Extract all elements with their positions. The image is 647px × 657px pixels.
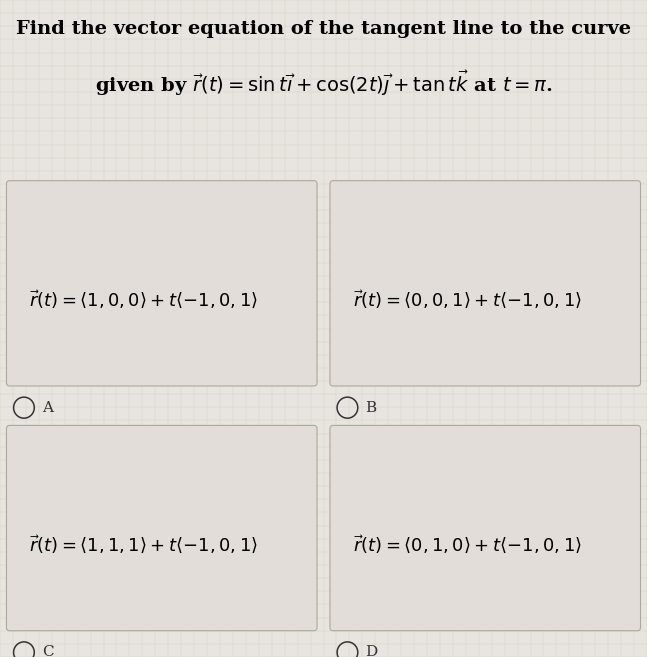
Text: A: A [42,401,53,415]
FancyBboxPatch shape [330,426,641,631]
Text: Find the vector equation of the tangent line to the curve: Find the vector equation of the tangent … [16,20,631,37]
FancyBboxPatch shape [6,426,317,631]
Text: $\vec{r}(t) = \langle 0,1,0\rangle + t\langle{-1},0,1\rangle$: $\vec{r}(t) = \langle 0,1,0\rangle + t\l… [353,533,582,555]
Text: $\vec{r}(t) = \langle 1,0,0\rangle + t\langle{-1},0,1\rangle$: $\vec{r}(t) = \langle 1,0,0\rangle + t\l… [29,288,258,310]
FancyBboxPatch shape [330,181,641,386]
Text: $\vec{r}(t) = \langle 1,1,1\rangle + t\langle{-1},0,1\rangle$: $\vec{r}(t) = \langle 1,1,1\rangle + t\l… [29,533,258,555]
Text: given by $\vec{r}(t) = \sin t\vec{\imath} + \cos(2t)\vec{\jmath} + \tan t\vec{k}: given by $\vec{r}(t) = \sin t\vec{\imath… [94,69,553,99]
Text: B: B [366,401,377,415]
Text: C: C [42,645,54,657]
Text: $\vec{r}(t) = \langle 0,0,1\rangle + t\langle{-1},0,1\rangle$: $\vec{r}(t) = \langle 0,0,1\rangle + t\l… [353,288,582,310]
FancyBboxPatch shape [6,181,317,386]
Text: D: D [366,645,378,657]
